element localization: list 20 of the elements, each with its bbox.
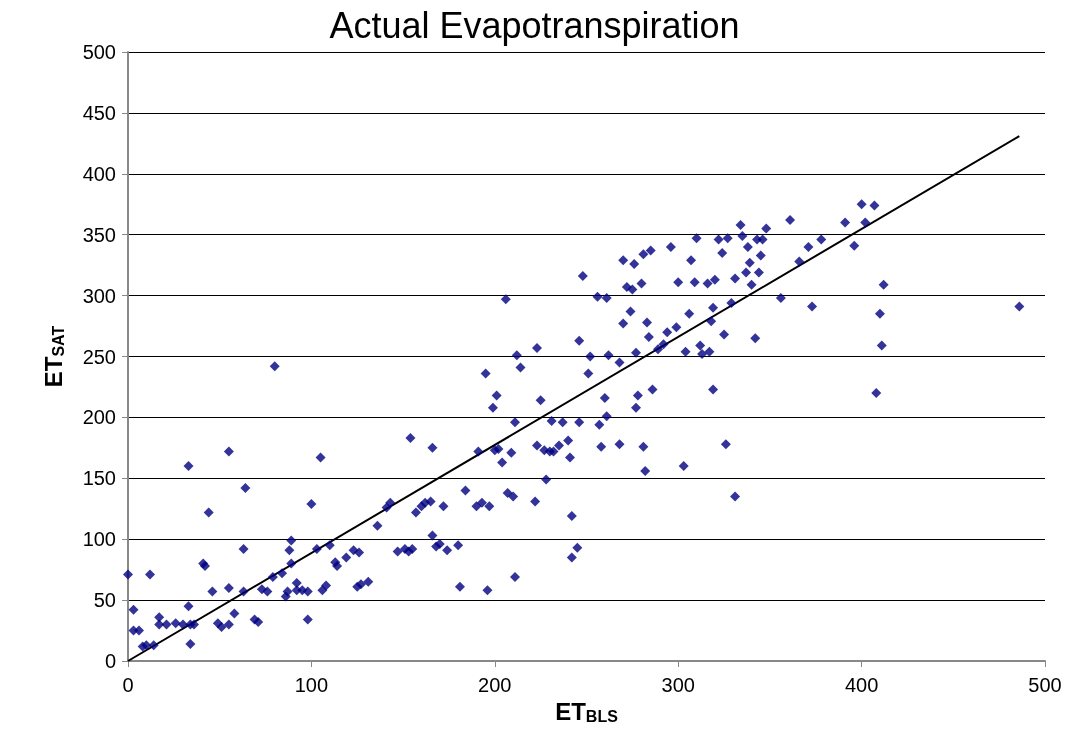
- x-tick-label: 0: [122, 674, 134, 696]
- chart-title: Actual Evapotranspiration: [329, 4, 740, 46]
- y-tick-label: 350: [82, 223, 116, 246]
- y-tick-label: 100: [82, 528, 116, 551]
- y-tick-label: 300: [82, 284, 116, 307]
- x-tick-label: 100: [294, 674, 329, 696]
- x-tick-label: 300: [661, 674, 695, 696]
- y-tick-label: 0: [104, 650, 116, 672]
- x-axis-title: ETBLS: [555, 698, 619, 726]
- y-tick-label: 200: [82, 406, 116, 429]
- y-tick-label: 450: [82, 101, 116, 124]
- y-tick-label: 150: [82, 467, 116, 490]
- x-tick-label: 500: [1028, 674, 1062, 696]
- x-tick-label: 200: [478, 674, 512, 696]
- x-tick-label: 400: [844, 674, 879, 696]
- y-tick-label: 400: [82, 162, 116, 185]
- y-tick-label: 500: [82, 41, 116, 63]
- y-axis-title: ETSAT: [39, 325, 67, 388]
- y-tick-label: 50: [93, 589, 116, 612]
- y-tick-label: 250: [82, 345, 116, 368]
